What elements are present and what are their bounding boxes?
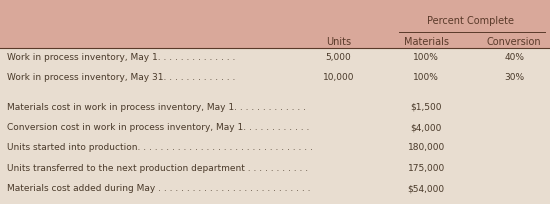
Text: Units started into production. . . . . . . . . . . . . . . . . . . . . . . . . .: Units started into production. . . . . .… bbox=[7, 143, 312, 152]
Text: 100%: 100% bbox=[413, 73, 439, 82]
Text: 5,000: 5,000 bbox=[326, 53, 351, 62]
Text: Materials cost added during May . . . . . . . . . . . . . . . . . . . . . . . . : Materials cost added during May . . . . … bbox=[7, 184, 310, 193]
Text: 180,000: 180,000 bbox=[408, 143, 445, 152]
Text: 40%: 40% bbox=[504, 53, 524, 62]
Text: Materials cost in work in process inventory, May 1. . . . . . . . . . . . .: Materials cost in work in process invent… bbox=[7, 103, 306, 112]
Text: 30%: 30% bbox=[504, 73, 524, 82]
Text: Materials: Materials bbox=[404, 37, 449, 47]
Text: Percent Complete: Percent Complete bbox=[427, 16, 514, 27]
Text: Conversion: Conversion bbox=[487, 37, 542, 47]
Text: $4,000: $4,000 bbox=[410, 123, 442, 132]
Text: 100%: 100% bbox=[413, 53, 439, 62]
Text: 175,000: 175,000 bbox=[408, 164, 445, 173]
Text: Units: Units bbox=[326, 37, 351, 47]
Text: Conversion cost in work in process inventory, May 1. . . . . . . . . . . .: Conversion cost in work in process inven… bbox=[7, 123, 309, 132]
Text: Units transferred to the next production department . . . . . . . . . . .: Units transferred to the next production… bbox=[7, 164, 308, 173]
FancyBboxPatch shape bbox=[0, 0, 550, 48]
Text: Work in process inventory, May 1. . . . . . . . . . . . . .: Work in process inventory, May 1. . . . … bbox=[7, 53, 235, 62]
Text: Work in process inventory, May 31. . . . . . . . . . . . .: Work in process inventory, May 31. . . .… bbox=[7, 73, 235, 82]
Text: 10,000: 10,000 bbox=[322, 73, 354, 82]
Text: $1,500: $1,500 bbox=[410, 103, 442, 112]
Text: $54,000: $54,000 bbox=[408, 184, 445, 193]
